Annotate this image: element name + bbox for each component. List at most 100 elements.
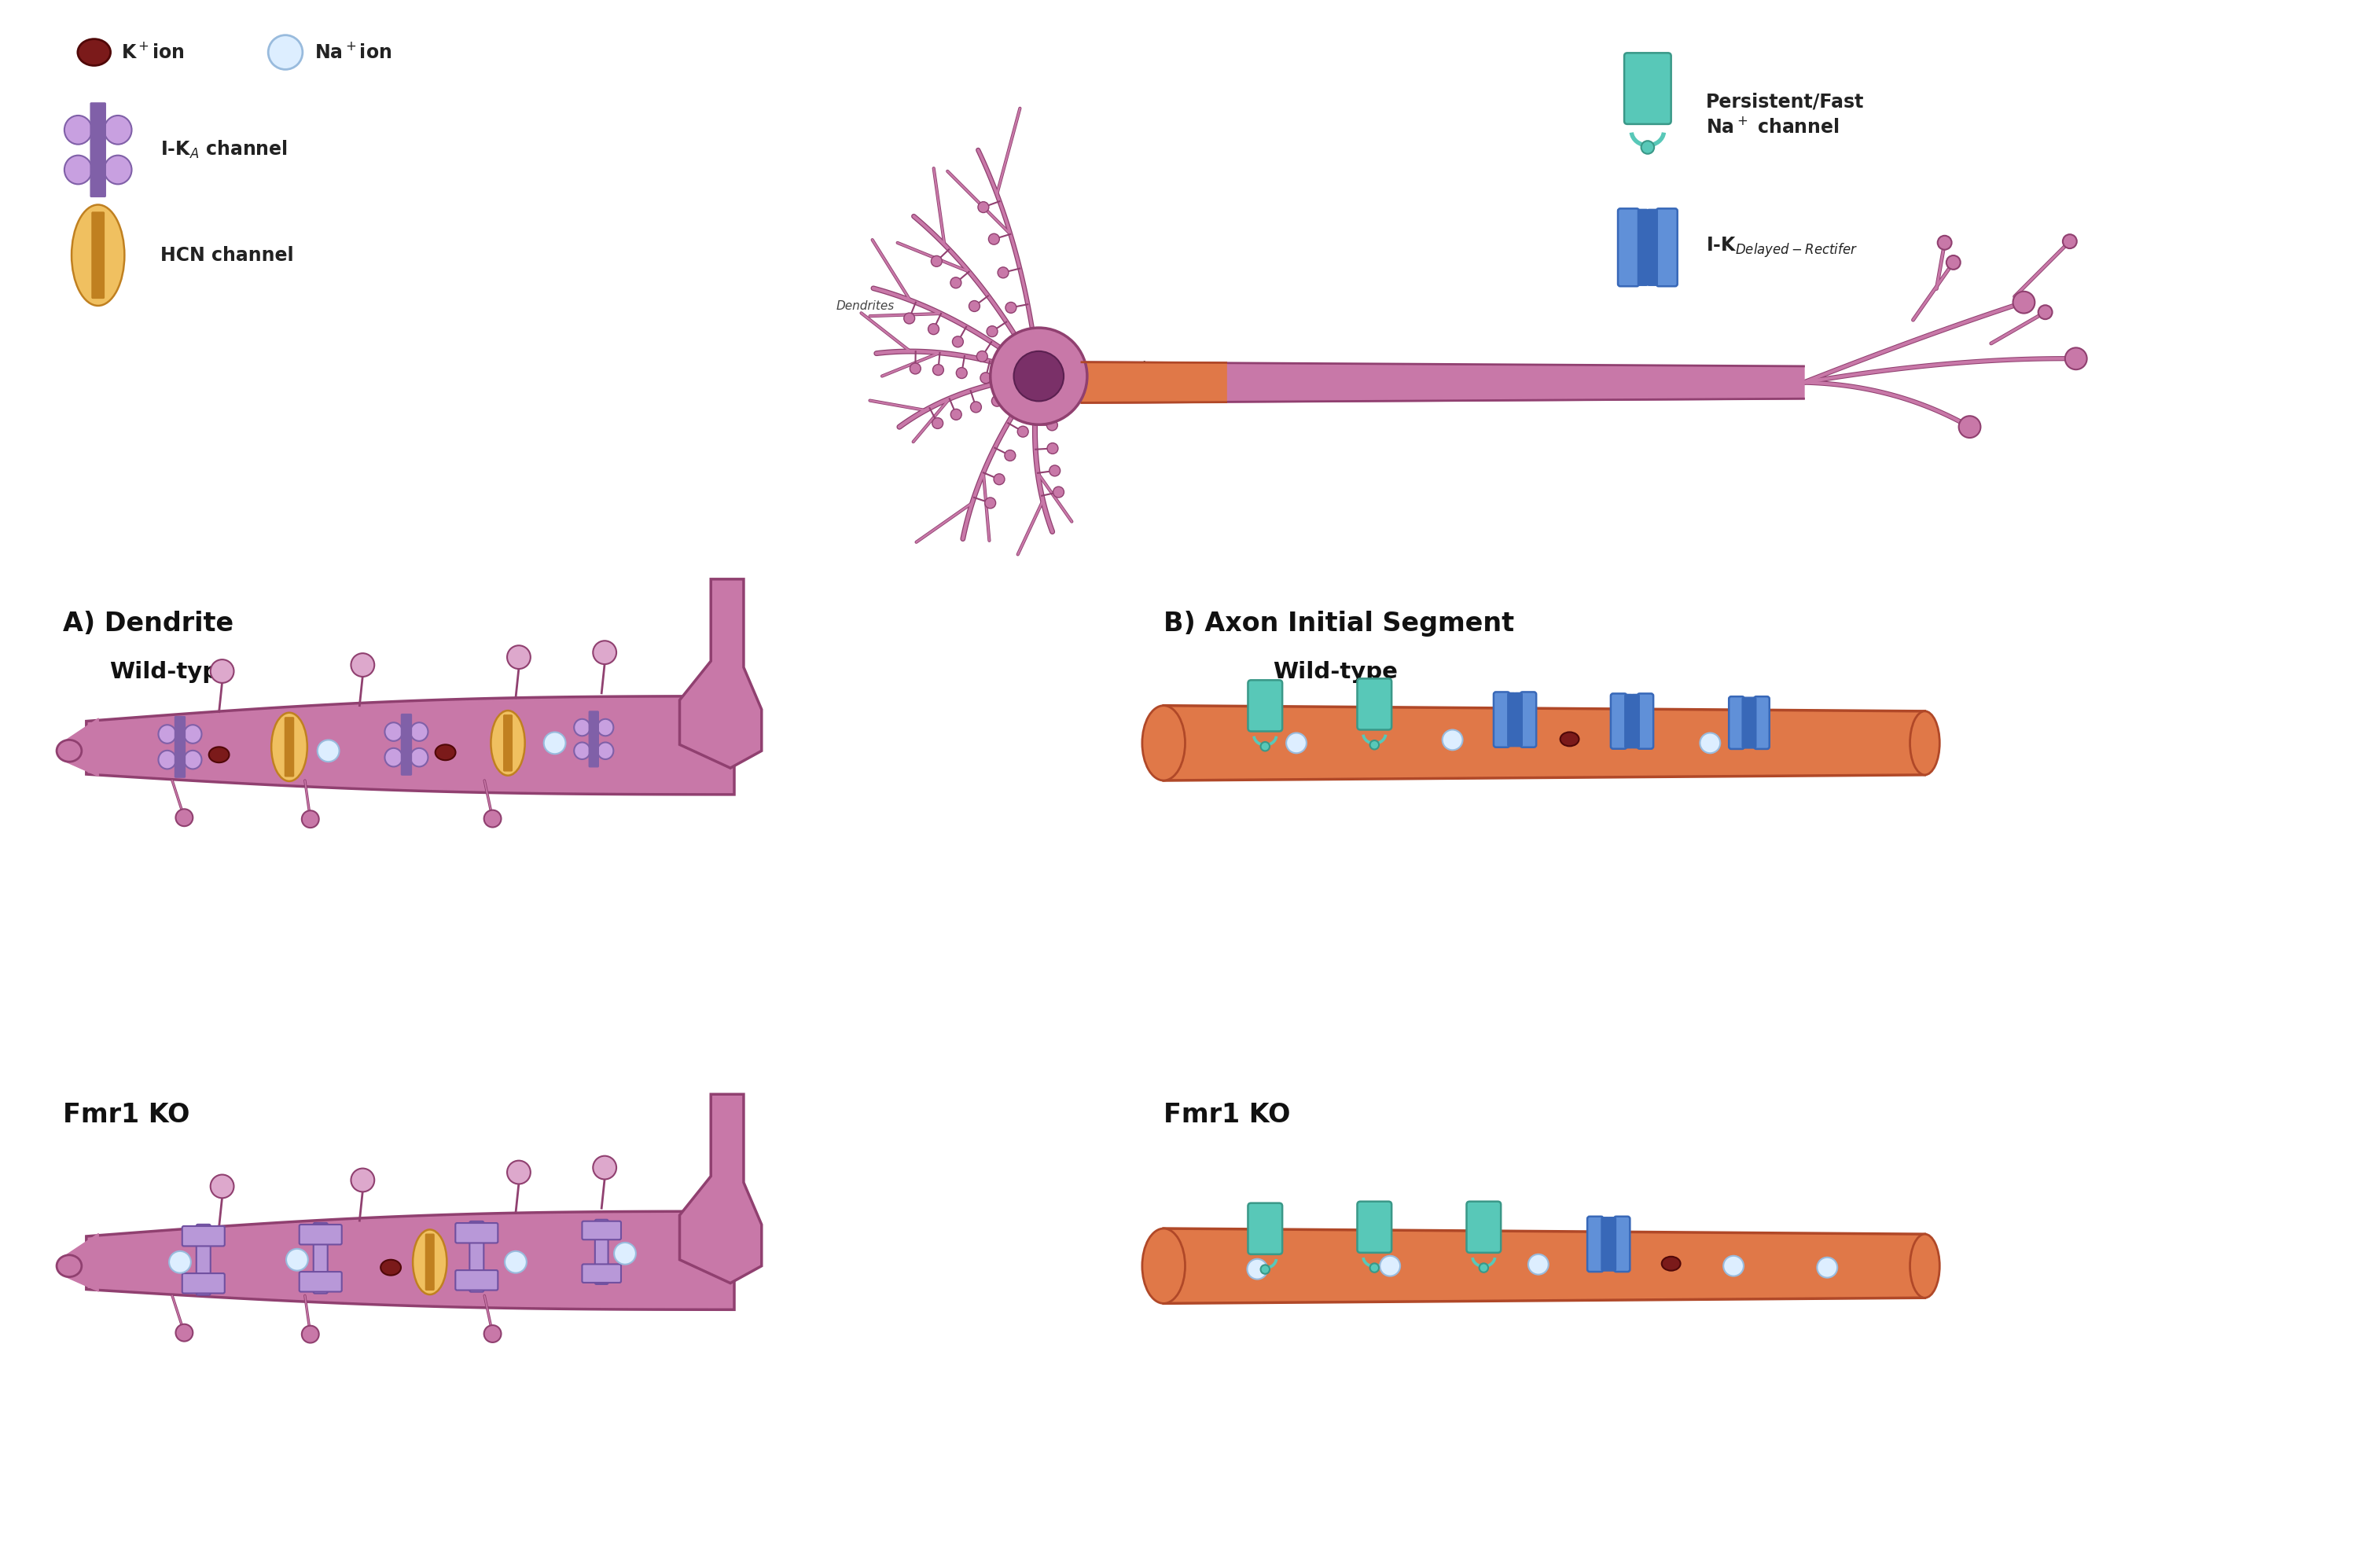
Circle shape [1285, 732, 1306, 753]
FancyBboxPatch shape [1617, 209, 1638, 287]
FancyBboxPatch shape [90, 103, 107, 198]
Circle shape [593, 1156, 616, 1179]
Circle shape [614, 1242, 635, 1264]
Circle shape [543, 732, 567, 754]
Circle shape [951, 409, 963, 420]
Text: Fmr1 KO: Fmr1 KO [64, 1102, 190, 1127]
FancyBboxPatch shape [588, 712, 597, 767]
Circle shape [1017, 426, 1029, 437]
FancyBboxPatch shape [1610, 693, 1627, 750]
FancyBboxPatch shape [595, 1220, 607, 1284]
FancyBboxPatch shape [1600, 1217, 1610, 1272]
FancyBboxPatch shape [175, 717, 185, 778]
Text: Na$^+$ion: Na$^+$ion [315, 42, 391, 63]
FancyBboxPatch shape [313, 1223, 327, 1294]
Circle shape [351, 654, 375, 677]
FancyBboxPatch shape [183, 1273, 225, 1294]
Circle shape [1003, 353, 1015, 364]
FancyBboxPatch shape [92, 212, 104, 298]
Circle shape [1700, 732, 1721, 753]
Ellipse shape [57, 740, 81, 762]
Ellipse shape [1911, 1234, 1939, 1298]
Circle shape [1816, 1258, 1838, 1278]
Text: Wild-type: Wild-type [109, 662, 235, 684]
Ellipse shape [159, 724, 175, 743]
Ellipse shape [436, 745, 455, 760]
Circle shape [318, 740, 339, 762]
Polygon shape [1164, 706, 1925, 781]
Polygon shape [1164, 1228, 1925, 1303]
Circle shape [951, 278, 960, 289]
Text: HCN channel: HCN channel [161, 246, 294, 265]
Circle shape [301, 1325, 320, 1342]
Ellipse shape [597, 742, 614, 759]
Circle shape [998, 267, 1008, 278]
Circle shape [984, 497, 996, 508]
Circle shape [986, 326, 998, 337]
Circle shape [268, 34, 303, 69]
Circle shape [1048, 442, 1057, 453]
Ellipse shape [64, 155, 92, 183]
FancyBboxPatch shape [1728, 696, 1745, 750]
Text: Dendrites: Dendrites [835, 301, 894, 312]
FancyBboxPatch shape [1247, 681, 1283, 731]
Ellipse shape [410, 723, 429, 742]
Circle shape [287, 1248, 308, 1270]
Ellipse shape [597, 720, 614, 735]
FancyBboxPatch shape [1657, 209, 1676, 287]
FancyBboxPatch shape [1624, 695, 1634, 748]
Text: Persistent/Fast
Na$^+$ channel: Persistent/Fast Na$^+$ channel [1707, 93, 1864, 136]
FancyBboxPatch shape [1747, 698, 1757, 748]
Circle shape [1947, 256, 1961, 270]
Circle shape [956, 367, 967, 378]
FancyBboxPatch shape [1247, 1203, 1283, 1254]
Circle shape [1261, 1265, 1268, 1273]
FancyBboxPatch shape [1638, 209, 1648, 285]
FancyBboxPatch shape [455, 1270, 498, 1290]
FancyBboxPatch shape [183, 1226, 225, 1247]
Circle shape [977, 351, 989, 362]
FancyBboxPatch shape [1743, 698, 1750, 748]
Ellipse shape [410, 748, 429, 767]
Ellipse shape [1911, 712, 1939, 775]
Circle shape [910, 364, 920, 375]
FancyBboxPatch shape [503, 715, 512, 771]
Circle shape [1015, 351, 1065, 401]
Circle shape [1529, 1254, 1548, 1275]
Circle shape [927, 323, 939, 334]
Circle shape [1053, 486, 1065, 497]
Polygon shape [85, 696, 735, 795]
FancyBboxPatch shape [469, 1221, 484, 1292]
FancyBboxPatch shape [1356, 1201, 1392, 1253]
Text: Wild-type: Wild-type [1273, 662, 1399, 684]
Circle shape [593, 641, 616, 665]
Circle shape [1480, 1264, 1489, 1272]
Ellipse shape [574, 720, 590, 735]
Ellipse shape [384, 723, 403, 742]
Ellipse shape [57, 1254, 81, 1276]
Text: K$^+$ion: K$^+$ion [121, 42, 185, 63]
Circle shape [507, 646, 531, 670]
Circle shape [351, 1168, 375, 1192]
Polygon shape [680, 1094, 761, 1283]
Text: I-K$_{Delayed-Rectifer}$: I-K$_{Delayed-Rectifer}$ [1707, 235, 1859, 259]
Circle shape [1442, 729, 1463, 750]
Ellipse shape [1560, 732, 1579, 746]
Ellipse shape [185, 751, 202, 768]
Circle shape [1641, 141, 1655, 154]
Circle shape [1958, 416, 1980, 437]
Ellipse shape [209, 746, 230, 762]
Circle shape [507, 1160, 531, 1184]
Circle shape [1031, 403, 1043, 412]
Ellipse shape [78, 39, 111, 66]
Circle shape [977, 202, 989, 213]
Ellipse shape [1143, 706, 1186, 781]
FancyBboxPatch shape [1615, 1217, 1629, 1272]
FancyBboxPatch shape [299, 1225, 341, 1245]
Circle shape [2013, 292, 2034, 314]
FancyBboxPatch shape [1631, 695, 1638, 748]
FancyBboxPatch shape [401, 713, 413, 775]
Ellipse shape [491, 710, 524, 776]
FancyBboxPatch shape [1624, 53, 1672, 124]
Circle shape [1005, 303, 1017, 314]
